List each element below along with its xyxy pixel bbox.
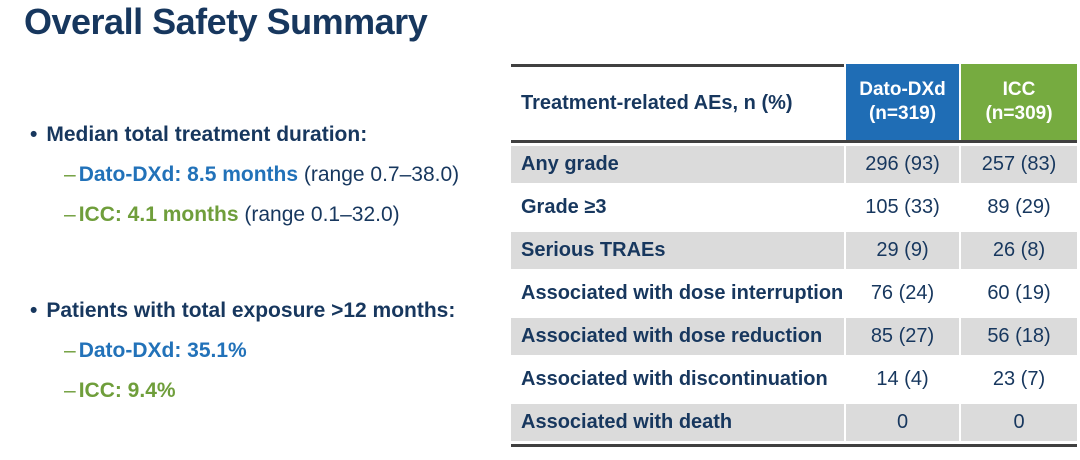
table-header-dato: Dato-DXd (n=319) (846, 64, 959, 140)
table-header-icc: ICC (n=309) (961, 64, 1077, 140)
icc-arm-n: (n=309) (985, 103, 1053, 124)
dato-duration-range: (range 0.7–38.0) (298, 163, 460, 186)
icc-value: 60 (19) (987, 282, 1051, 304)
icc-value: 56 (18) (961, 318, 1077, 355)
table-body: Any grade 296 (93) 257 (83) Grade ≥3 105… (511, 143, 1077, 444)
dato-value: 14 (4) (876, 368, 929, 390)
header-divider (511, 140, 1077, 143)
row-label: Associated with death (511, 404, 844, 441)
dato-value: 0 (846, 404, 959, 441)
table-row: Associated with dose interruption 76 (24… (511, 272, 1077, 315)
bullet-group-treatment-duration: Median total treatment duration: –Dato-D… (30, 122, 505, 228)
table-row: Associated with discontinuation 14 (4) 2… (511, 358, 1077, 401)
dato-value: 105 (33) (865, 196, 940, 218)
icc-duration-range: (range 0.1–32.0) (238, 203, 400, 226)
dato-arm-n: (n=319) (868, 103, 937, 124)
icc-value: 257 (83) (961, 146, 1077, 183)
dato-exposure-value: Dato-DXd: 35.1% (78, 339, 247, 362)
bullet-heading: Median total treatment duration: (30, 122, 505, 148)
row-label: Any grade (511, 146, 844, 183)
icc-value: 26 (8) (961, 232, 1077, 269)
icc-value: 23 (7) (992, 368, 1046, 390)
dato-duration-value: Dato-DXd: 8.5 months (78, 163, 299, 186)
icc-value: 89 (29) (987, 196, 1051, 218)
table-row: Grade ≥3 105 (33) 89 (29) (511, 186, 1077, 229)
sub-bullet-dash: – (64, 203, 76, 226)
row-label: Grade ≥3 (521, 196, 607, 218)
dato-value: 85 (27) (846, 318, 959, 355)
icc-value: 0 (961, 404, 1077, 441)
sub-bullet-dash: – (64, 379, 76, 402)
dato-value: 296 (93) (846, 146, 959, 183)
sub-bullet-dato-duration: – Dato-DXd: 8.5 months (range 0.7–38.0) (64, 162, 505, 188)
icc-arm-name: ICC (1002, 79, 1036, 100)
table-row: Associated with dose reduction 85 (27) 5… (511, 315, 1077, 358)
table-row: Serious TRAEs 29 (9) 26 (8) (511, 229, 1077, 272)
dato-arm-name: Dato-DXd (859, 79, 946, 100)
sub-bullet-dash: – (64, 163, 76, 186)
page-title: Overall Safety Summary (24, 1, 428, 42)
table-header-label: Treatment-related AEs, n (%) (511, 64, 844, 140)
bullet-list: Median total treatment duration: –Dato-D… (30, 122, 505, 404)
row-label: Associated with dose reduction (511, 318, 844, 355)
dato-value: 76 (24) (870, 282, 935, 304)
sub-bullet-dato-exposure: – Dato-DXd: 35.1% (64, 338, 505, 364)
sub-bullet-icc-exposure: – ICC: 9.4% (64, 378, 505, 404)
table-header-row: Treatment-related AEs, n (%) Dato-DXd (n… (511, 64, 1077, 140)
row-label: Associated with discontinuation (521, 368, 828, 390)
bullet-heading: Patients with total exposure >12 months: (30, 298, 505, 324)
table-bottom-border (511, 444, 1077, 447)
sub-bullet-dash: – (64, 339, 76, 362)
row-label: Associated with dose interruption (521, 282, 844, 304)
row-label: Serious TRAEs (511, 232, 844, 269)
sub-bullet-icc-duration: – ICC: 4.1 months (range 0.1–32.0) (64, 202, 505, 228)
dato-value: 29 (9) (846, 232, 959, 269)
icc-exposure-value: ICC: 9.4% (78, 379, 176, 402)
icc-duration-value: ICC: 4.1 months (78, 203, 239, 226)
table-row: Associated with death 0 0 (511, 401, 1077, 444)
table-row: Any grade 296 (93) 257 (83) (511, 143, 1077, 186)
bullet-group-exposure: Patients with total exposure >12 months:… (30, 298, 505, 404)
safety-table: Treatment-related AEs, n (%) Dato-DXd (n… (511, 64, 1077, 447)
